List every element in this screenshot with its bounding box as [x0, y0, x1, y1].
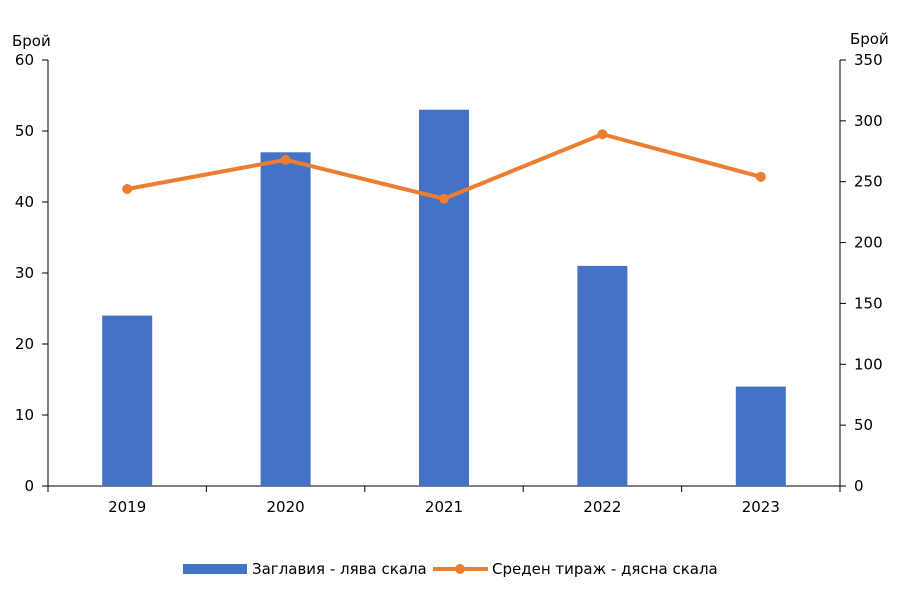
line-point-2019	[122, 184, 133, 195]
left-axis-tick-label: 50	[15, 122, 34, 140]
left-axis-tick-label: 0	[24, 477, 34, 495]
left-axis-tick-label: 20	[15, 335, 34, 353]
axes-layer: 0102030405060Брой050100150200250300350Бр…	[12, 30, 889, 516]
bar-2020	[260, 152, 311, 487]
x-axis-tick-label: 2021	[425, 498, 463, 516]
x-axis-tick-label: 2022	[583, 498, 621, 516]
left-axis-tick-label: 60	[15, 51, 34, 69]
line-layer	[122, 129, 766, 204]
legend-bar-label: Заглавия - лява скала	[252, 560, 427, 578]
right-axis-tick-label: 350	[854, 51, 883, 69]
x-axis-tick-label: 2019	[108, 498, 146, 516]
line-point-2022	[597, 129, 608, 140]
bar-2022	[577, 265, 628, 486]
line-point-2020	[280, 154, 291, 165]
right-axis-tick-label: 100	[854, 355, 883, 373]
legend-line-marker	[455, 564, 465, 574]
bar-2021	[419, 109, 469, 486]
right-axis-tick-label: 300	[854, 112, 883, 130]
bar-2023	[735, 386, 786, 486]
legend-line-label: Среден тираж - дясна скала	[492, 560, 718, 578]
line-point-2021	[439, 193, 449, 204]
left-axis-title: Брой	[12, 32, 51, 50]
right-axis-title: Брой	[850, 30, 889, 48]
right-axis-tick-label: 50	[854, 416, 873, 434]
legend: Заглавия - лява скала Среден тираж - дясн…	[183, 560, 718, 578]
right-axis-tick-label: 150	[854, 294, 883, 312]
bars-layer	[102, 109, 786, 487]
x-axis-tick-label: 2023	[742, 498, 780, 516]
legend-bar-swatch	[183, 564, 247, 574]
line-point-2023	[755, 171, 766, 182]
left-axis-tick-label: 40	[15, 193, 34, 211]
x-axis-tick-label: 2020	[267, 498, 305, 516]
right-axis-tick-label: 250	[854, 173, 883, 191]
right-axis-tick-label: 0	[854, 477, 864, 495]
left-axis-tick-label: 10	[15, 406, 34, 424]
bar-2019	[102, 315, 153, 486]
left-axis-tick-label: 30	[15, 264, 34, 282]
right-axis-tick-label: 200	[854, 234, 883, 252]
